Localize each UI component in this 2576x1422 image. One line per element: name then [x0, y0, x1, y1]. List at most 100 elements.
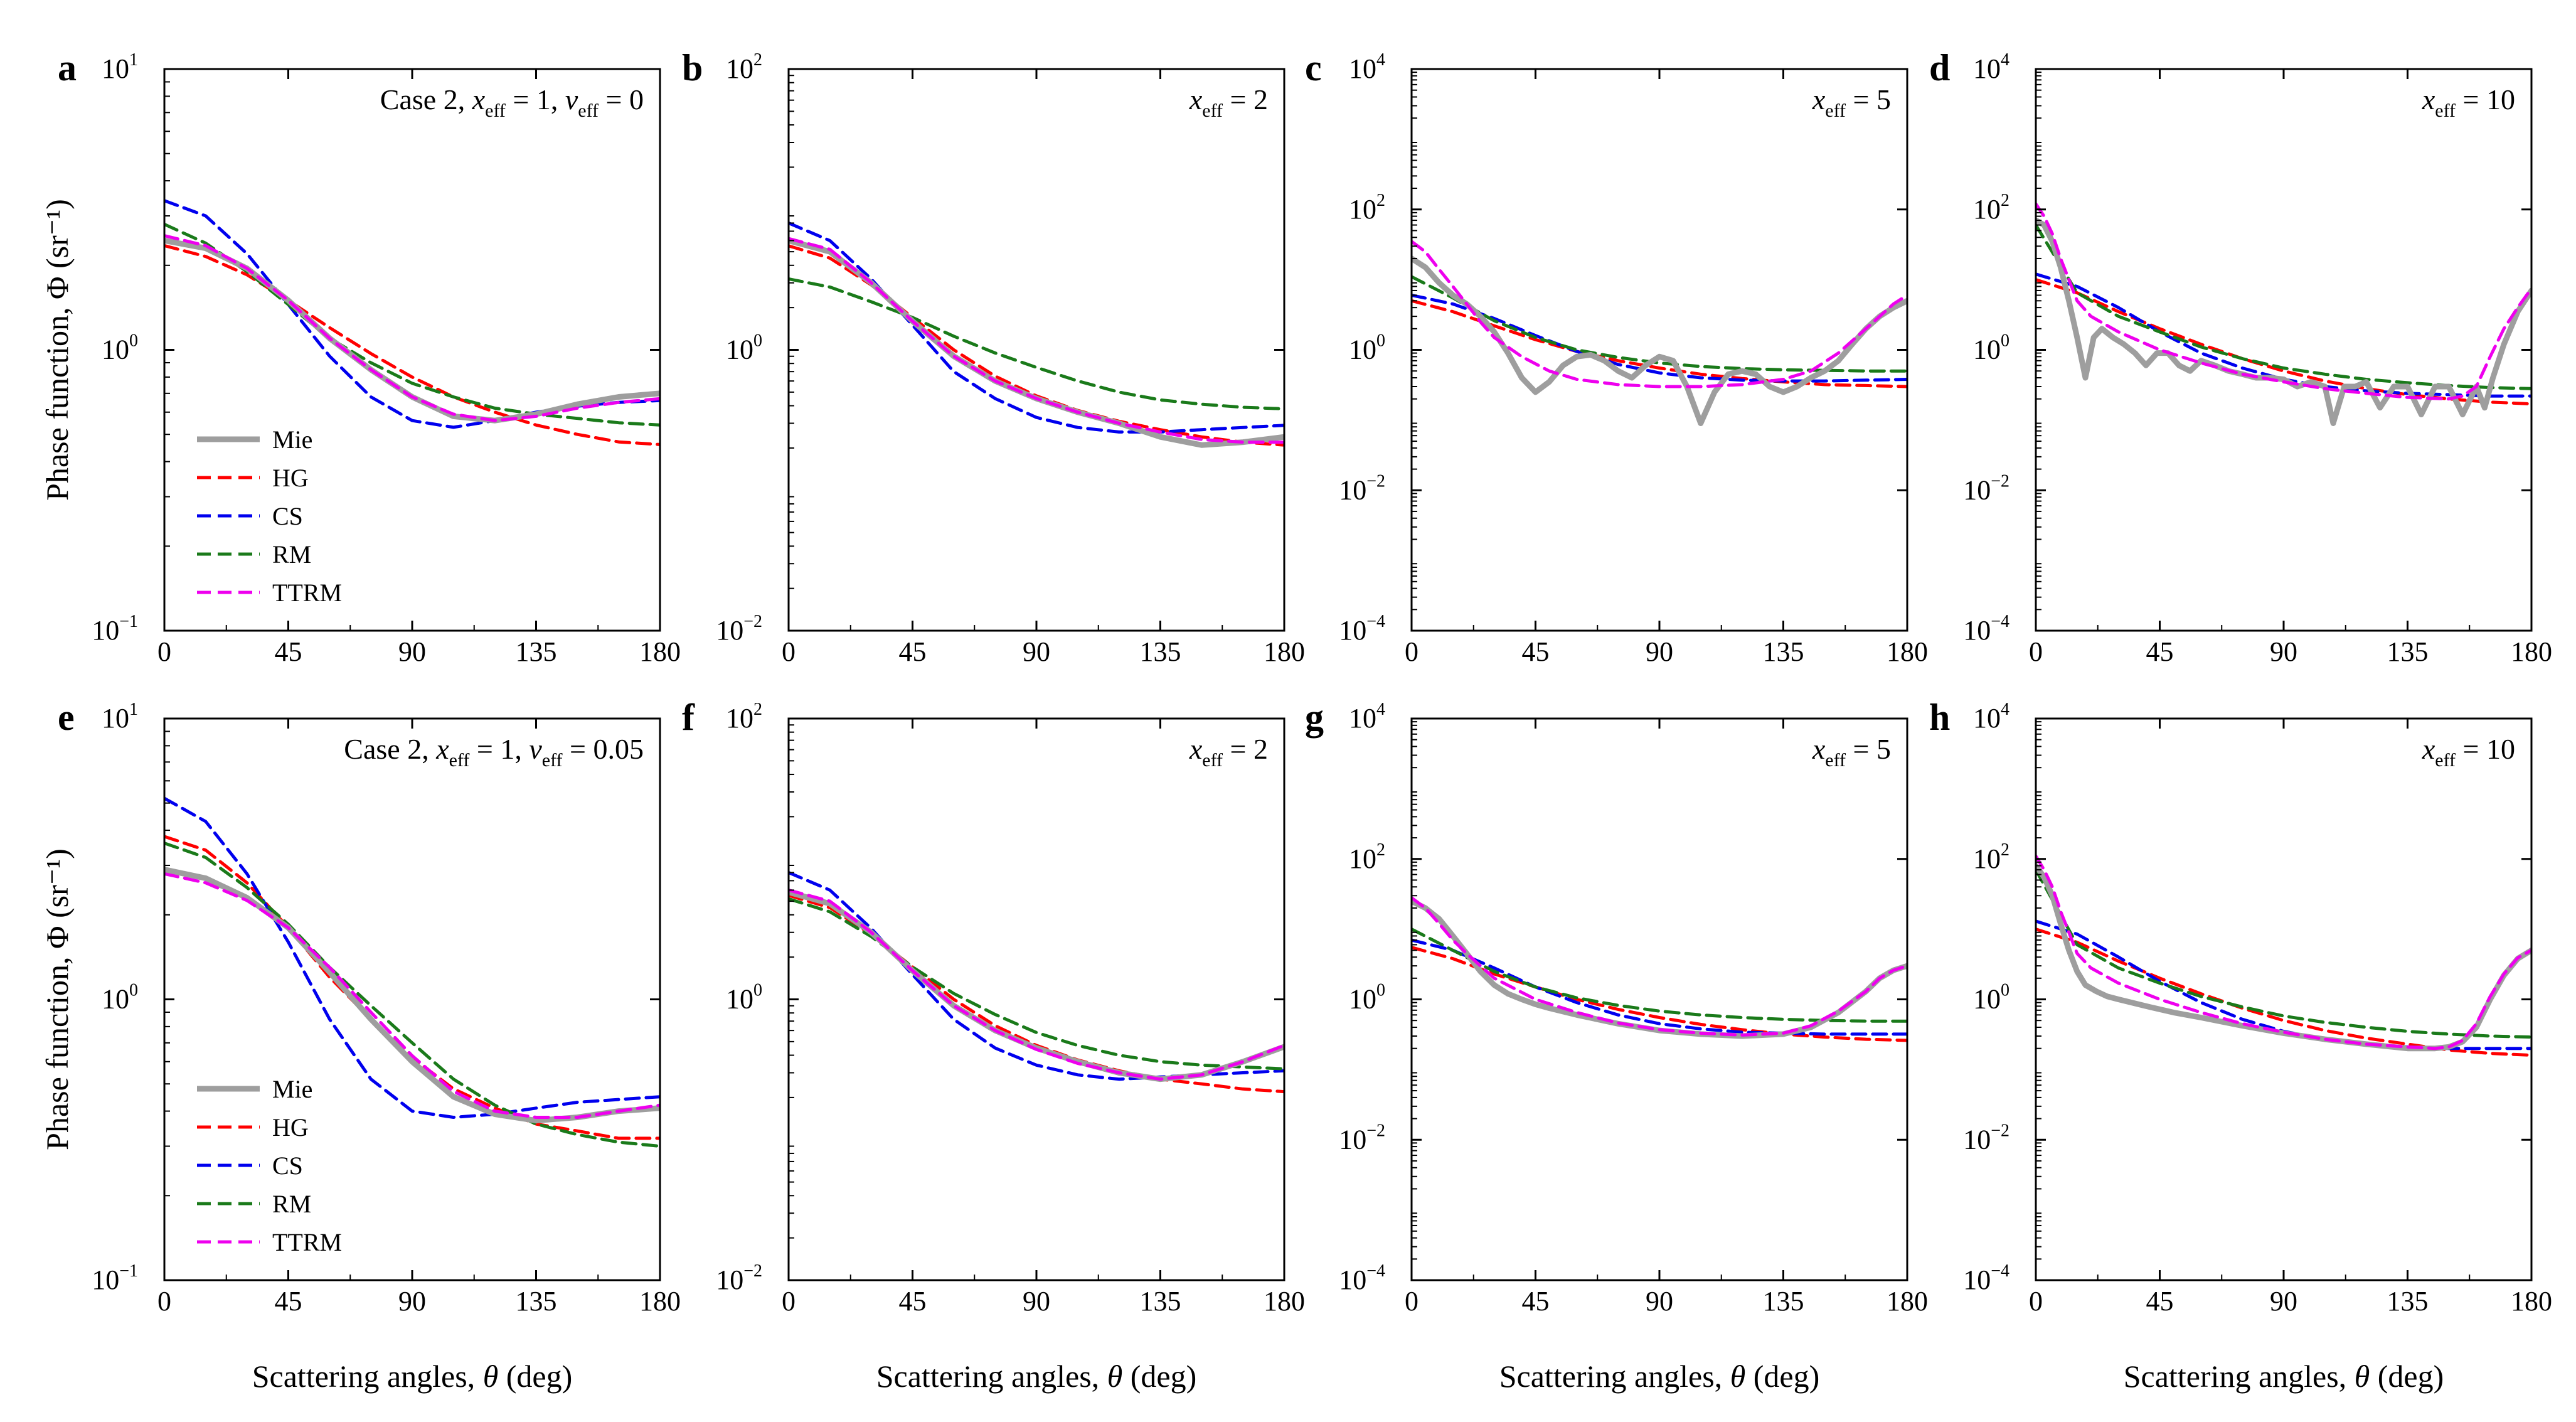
y-tick-label: 100: [102, 331, 138, 365]
series-group: [164, 796, 660, 1148]
x-tick-label: 90: [1646, 1286, 1673, 1317]
x-tick-label: 135: [2387, 636, 2429, 667]
y-tick-label: 10−4: [1339, 612, 1385, 646]
x-label-theta: θ: [2355, 1359, 2370, 1394]
annot-var: x: [472, 83, 486, 115]
panel-letter: b: [682, 47, 703, 88]
annot-sub: eff: [1825, 100, 1846, 121]
y-tick-base: 10: [102, 703, 129, 734]
y-tick-label: 10−2: [1339, 471, 1385, 505]
annot-rest: = 2: [1223, 733, 1268, 765]
y-tick-exponent: −2: [1991, 471, 2009, 491]
annot-var: x: [435, 733, 449, 765]
y-tick-label: 10−1: [92, 1261, 138, 1295]
y-tick-exponent: −4: [1991, 1261, 2009, 1281]
y-tick-exponent: 0: [753, 981, 762, 1000]
x-tick-label: 135: [516, 636, 557, 667]
x-tick-label: 0: [2029, 1286, 2043, 1317]
annot-sub: eff: [1202, 100, 1223, 121]
legend-label-mie: Mie: [272, 425, 312, 454]
x-tick-label: 45: [275, 636, 302, 667]
y-tick-base: 10: [726, 334, 753, 365]
series-line-mie: [1412, 255, 1907, 426]
x-tick-label: 135: [516, 1286, 557, 1317]
y-tick-base: 10: [1339, 1264, 1366, 1295]
x-tick-label: 180: [639, 636, 681, 667]
y-tick-exponent: 2: [1376, 191, 1385, 210]
annot-sub: eff: [485, 100, 506, 121]
y-tick-base: 10: [1349, 334, 1376, 365]
x-axis-label: Scattering angles, θ (deg): [876, 1359, 1197, 1394]
x-label-unit: (deg): [1745, 1359, 1819, 1394]
series-group: [164, 199, 660, 446]
annot-rest: = 5: [1846, 83, 1891, 115]
annot-rest: = 1: [506, 83, 551, 115]
y-tick-base: 10: [1973, 703, 2001, 734]
legend: Mie HG CS RM TTRM: [197, 425, 342, 607]
series-line-ttrm: [164, 872, 660, 1119]
y-tick-label: 102: [1349, 840, 1385, 874]
annot-rest: = 2: [1223, 83, 1268, 115]
annot-rest: = 0: [599, 83, 644, 115]
y-tick-label: 102: [1349, 191, 1385, 225]
y-tick-label: 10−2: [716, 612, 762, 646]
y-tick-base: 10: [1973, 334, 2001, 365]
series-group: [1412, 240, 1907, 426]
y-tick-exponent: −4: [1366, 612, 1385, 631]
y-tick-base: 10: [1973, 843, 2001, 874]
y-tick-exponent: 2: [2001, 191, 2009, 210]
y-tick-label: 104: [1349, 700, 1385, 734]
y-tick-label: 102: [726, 50, 762, 84]
x-tick-label: 180: [1264, 636, 1305, 667]
y-axis-label: Phase function, Φ (sr⁻¹): [40, 848, 75, 1150]
y-tick-label: 100: [1973, 331, 2009, 365]
series-line-ttrm: [1412, 240, 1907, 388]
y-tick-label: 10−1: [92, 612, 138, 646]
x-tick-label: 90: [1646, 636, 1673, 667]
y-tick-base: 10: [726, 984, 753, 1015]
x-tick-label: 45: [1522, 636, 1550, 667]
x-tick-label: 180: [2511, 1286, 2552, 1317]
series-line-mie: [2036, 217, 2531, 426]
x-label-theta: θ: [1107, 1359, 1123, 1394]
y-tick-base: 10: [1349, 53, 1376, 84]
x-axis-label: Scattering angles, θ (deg): [1499, 1359, 1820, 1394]
series-line-rm: [789, 897, 1284, 1071]
y-tick-label: 101: [102, 50, 138, 84]
y-tick-label: 104: [1973, 50, 2009, 84]
series-line-mie: [164, 867, 660, 1124]
annot-sub: eff: [578, 100, 599, 121]
x-tick-label: 45: [2146, 1286, 2174, 1317]
legend-label-ttrm: TTRM: [272, 579, 342, 607]
series-line-ttrm: [2036, 854, 2531, 1050]
y-tick-exponent: −2: [1366, 1121, 1385, 1140]
series-line-hg: [164, 243, 660, 446]
y-tick-base: 10: [1963, 1264, 1991, 1295]
plot-frame: [1410, 68, 1908, 632]
panel-annotation: xeff = 10: [2422, 83, 2515, 121]
y-tick-base: 10: [716, 1264, 743, 1295]
y-tick-label: 102: [1973, 840, 2009, 874]
y-tick-label: 101: [102, 700, 138, 734]
x-tick-label: 135: [1140, 1286, 1181, 1317]
legend-label-cs: CS: [272, 1152, 303, 1180]
y-tick-base: 10: [1349, 194, 1376, 225]
annot-text: Case 2,: [344, 733, 436, 765]
series-line-mie: [2036, 863, 2531, 1052]
x-tick-label: 45: [899, 1286, 927, 1317]
legend-label-mie: Mie: [272, 1075, 312, 1103]
series-line-rm: [2036, 868, 2531, 1039]
x-tick-label: 45: [1522, 1286, 1550, 1317]
y-tick-label: 10−2: [716, 1261, 762, 1295]
series-line-ttrm: [789, 888, 1284, 1081]
plot-frame: [787, 717, 1285, 1281]
x-tick-label: 180: [639, 1286, 681, 1317]
x-axis-label: Scattering angles, θ (deg): [2124, 1359, 2444, 1394]
y-tick-label: 100: [726, 981, 762, 1015]
y-tick-exponent: 2: [1376, 840, 1385, 860]
panel-annotation: Case 2, xeff = 1, veff = 0.05: [344, 733, 644, 771]
y-tick-label: 10−4: [1963, 1261, 2009, 1295]
